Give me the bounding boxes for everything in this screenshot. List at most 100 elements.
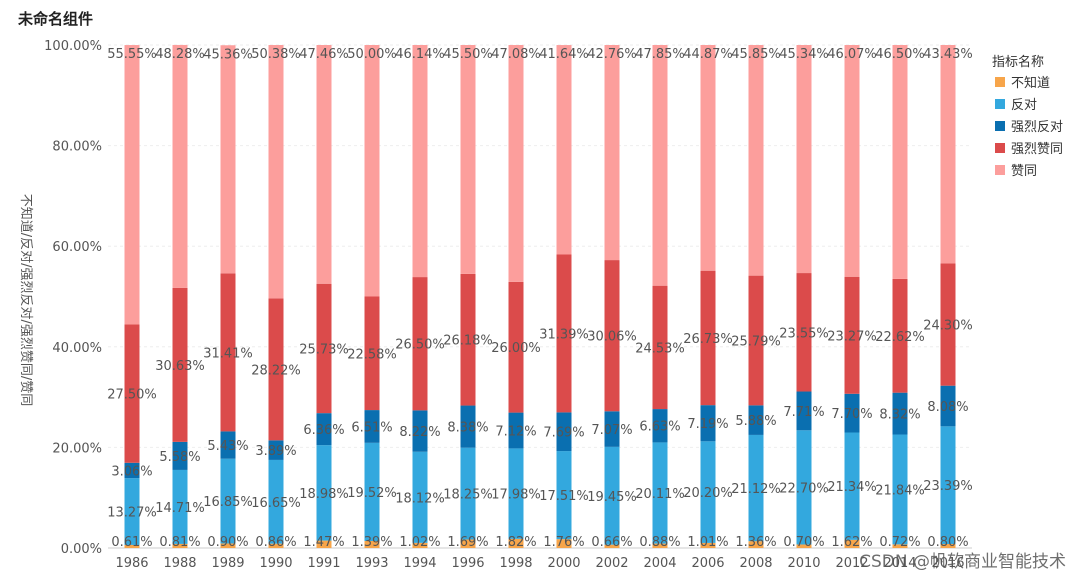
bar-segment[interactable] [652,409,668,443]
bar-segment[interactable] [412,45,428,278]
bar-segment[interactable] [604,544,620,548]
bar-segment[interactable] [124,544,140,548]
bar-segment[interactable] [748,275,764,406]
bar-segment[interactable] [460,539,476,548]
bar-segment[interactable] [460,45,476,274]
bar-segment[interactable] [892,434,908,545]
bar-segment[interactable] [604,45,620,261]
bar-segment[interactable] [700,270,716,406]
bar-segment[interactable] [652,543,668,548]
bar-segment[interactable] [508,45,524,282]
bar-segment[interactable] [460,405,476,448]
bar-segment[interactable] [892,544,908,548]
bar-segment[interactable] [124,45,140,325]
bar-segment[interactable] [604,260,620,412]
bar-segment[interactable] [844,276,860,394]
bar-segment[interactable] [700,441,716,543]
data-label: 45.36% [203,47,253,62]
bar-segment[interactable] [268,45,284,299]
bar-segment[interactable] [940,45,956,264]
bar-segment[interactable] [316,45,332,284]
bar-segment[interactable] [316,283,332,414]
bar-segment[interactable] [316,445,332,541]
data-label: 46.07% [827,47,877,62]
bar-segment[interactable] [844,539,860,548]
legend-item[interactable]: 不知道 [1011,75,1050,91]
bar-segment[interactable] [796,391,812,431]
y-tick-label: 0.00% [61,542,102,557]
bar-segment[interactable] [796,430,812,545]
bar-segment[interactable] [796,45,812,274]
bar-segment[interactable] [844,45,860,277]
bar-segment[interactable] [268,298,284,441]
bar-segment[interactable] [172,441,188,470]
bar-segment[interactable] [172,44,188,288]
bar-segment[interactable] [460,273,476,406]
bar-segment[interactable] [412,542,428,548]
bar-segment[interactable] [364,410,380,443]
bar-segment[interactable] [700,405,716,442]
bar-segment[interactable] [124,462,140,479]
bar-segment[interactable] [556,45,572,255]
bar-segment[interactable] [172,543,188,548]
bar-segment[interactable] [940,263,956,386]
bar-segment[interactable] [652,45,668,286]
legend-item[interactable]: 强烈赞同 [1011,142,1063,157]
bar-segment[interactable] [220,45,236,274]
bar-segment[interactable] [892,45,908,279]
bar-segment[interactable] [508,281,524,413]
bar-segment[interactable] [220,543,236,548]
bar-segment[interactable] [220,273,236,432]
bar-segment[interactable] [700,542,716,548]
bar-segment[interactable] [364,45,380,297]
bar-segment[interactable] [220,431,236,459]
bar-segment[interactable] [316,540,332,548]
bar-segment[interactable] [412,277,428,411]
bar-segment[interactable] [652,285,668,410]
bar-segment[interactable] [940,426,956,544]
bar-segment[interactable] [940,543,956,548]
data-label: 23.27% [827,329,877,344]
bar-segment[interactable] [796,544,812,548]
bar-segment[interactable] [508,538,524,548]
bar-segment[interactable] [556,539,572,548]
bar-segment[interactable] [220,458,236,544]
bar-segment[interactable] [748,434,764,542]
bar-segment[interactable] [268,459,284,544]
bar-segment[interactable] [844,432,860,540]
bar-segment[interactable] [268,440,284,460]
bar-segment[interactable] [364,541,380,548]
bar-segment[interactable] [556,254,572,413]
bar-segment[interactable] [940,385,956,427]
bar-segment[interactable] [796,273,812,392]
bar-segment[interactable] [748,45,764,276]
bar-segment[interactable] [172,287,188,442]
bar-segment[interactable] [844,393,860,433]
bar-segment[interactable] [124,324,140,463]
legend-item[interactable]: 反对 [1011,98,1037,113]
bar-segment[interactable] [316,413,332,446]
bar-segment[interactable] [652,442,668,544]
bar-segment[interactable] [268,543,284,548]
bar-segment[interactable] [412,451,428,543]
bar-segment[interactable] [892,392,908,435]
bar-segment[interactable] [748,541,764,548]
bar-segment[interactable] [508,448,524,539]
bar-segment[interactable] [892,278,908,393]
bar-segment[interactable] [172,469,188,544]
bar-segment[interactable] [460,447,476,540]
bar-segment[interactable] [364,442,380,542]
bar-segment[interactable] [556,412,572,452]
bar-segment[interactable] [124,478,140,545]
bar-segment[interactable] [604,411,620,447]
bar-segment[interactable] [700,45,716,271]
legend-item[interactable]: 赞同 [1011,164,1037,179]
bar-segment[interactable] [364,296,380,411]
x-tick-label: 2016 [931,556,964,571]
bar-segment[interactable] [412,410,428,452]
legend-item[interactable]: 强烈反对 [1011,120,1063,135]
bar-segment[interactable] [748,405,764,435]
bar-segment[interactable] [556,451,572,540]
bar-segment[interactable] [604,446,620,545]
bar-segment[interactable] [508,412,524,449]
